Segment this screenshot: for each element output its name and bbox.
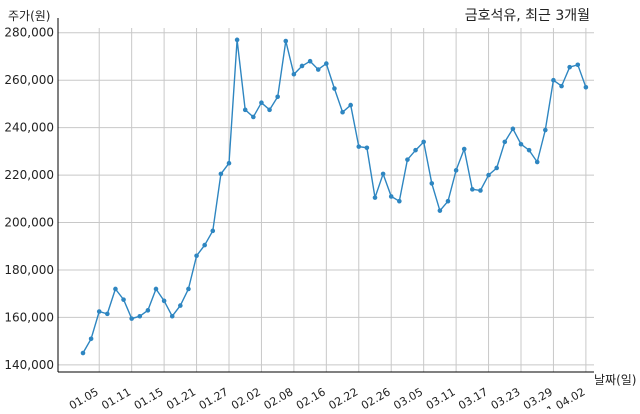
data-point	[251, 114, 256, 120]
data-point	[421, 139, 426, 145]
data-point	[356, 144, 362, 149]
data-point	[218, 171, 224, 177]
data-point	[210, 228, 216, 234]
data-point	[583, 85, 589, 90]
data-point	[453, 168, 459, 173]
data-point	[478, 188, 483, 193]
x-tick-label: 02.26	[359, 385, 393, 409]
data-point	[405, 157, 410, 162]
data-point	[105, 311, 110, 317]
x-tick-label: 02.16	[294, 385, 328, 409]
x-tick-label: 02.22	[326, 385, 360, 409]
y-tick-label: 200,000	[4, 216, 54, 230]
data-point	[494, 165, 499, 171]
data-point	[502, 139, 508, 145]
data-point	[364, 145, 370, 151]
data-point	[186, 286, 191, 292]
data-point	[226, 160, 232, 166]
data-point	[202, 242, 207, 248]
y-tick-label: 240,000	[4, 121, 54, 135]
data-point	[526, 147, 532, 153]
data-point	[372, 195, 378, 200]
grid-layer	[58, 28, 594, 372]
data-point	[153, 286, 159, 292]
data-point	[534, 159, 540, 165]
data-point	[510, 126, 516, 132]
y-tick-label: 140,000	[4, 358, 54, 372]
data-point	[169, 313, 175, 319]
data-point	[315, 67, 321, 72]
data-point	[129, 316, 134, 321]
data-point	[470, 187, 475, 192]
y-tick-label: 260,000	[4, 73, 54, 87]
data-point	[575, 62, 581, 68]
x-tick-label: 01.15	[132, 385, 166, 409]
data-point	[88, 336, 94, 342]
chart-title: 금호석유, 최근 3개월	[465, 8, 590, 24]
data-point	[137, 313, 143, 319]
data-point	[388, 194, 394, 199]
data-point	[259, 100, 264, 106]
data-point	[267, 107, 272, 113]
data-point	[283, 38, 289, 44]
data-point	[234, 37, 240, 43]
data-point	[340, 109, 345, 115]
x-tick-label: 01.11	[99, 385, 133, 409]
y-tick-label: 280,000	[4, 26, 54, 40]
data-point	[178, 303, 183, 308]
data-point	[113, 286, 118, 292]
x-tick-label: 01.21	[164, 385, 198, 409]
data-point	[161, 298, 167, 304]
x-tick-label: 03.17	[456, 385, 490, 409]
data-point	[96, 309, 102, 314]
data-point	[559, 83, 564, 89]
data-point	[194, 253, 199, 259]
data-point	[380, 171, 386, 177]
y-tick-label: 180,000	[4, 263, 54, 277]
x-tick-label: 02.08	[262, 385, 296, 409]
data-point	[324, 61, 329, 66]
y-tick-label: 220,000	[4, 168, 54, 182]
data-point	[445, 198, 451, 204]
data-point	[145, 308, 151, 313]
x-tick-label: 03.23	[489, 385, 523, 409]
data-point	[461, 146, 467, 152]
y-tick-label: 160,000	[4, 310, 54, 324]
data-point	[291, 71, 297, 77]
data-point	[242, 107, 248, 113]
data-point	[413, 147, 418, 153]
data-point	[567, 64, 572, 70]
data-point	[307, 58, 313, 64]
data-point	[486, 172, 491, 178]
data-point	[518, 141, 524, 147]
data-point	[332, 86, 337, 91]
data-point	[551, 77, 556, 83]
x-tick-label: 01.27	[197, 385, 231, 409]
data-point	[437, 208, 443, 213]
data-point	[348, 102, 353, 108]
axis-layer: 140,000 160,000 180,000 200,000 220,000 240,0…	[4, 18, 594, 414]
x-tick-label: 03.05	[391, 385, 425, 409]
y-axis-label: 주가(원)	[8, 9, 50, 23]
x-tick-label: 01.05	[67, 385, 101, 409]
data-point	[299, 63, 305, 69]
data-point	[397, 198, 402, 204]
data-point	[429, 181, 435, 186]
data-point	[121, 297, 126, 302]
x-tick-label: 02.02	[229, 385, 263, 409]
data-point	[543, 127, 548, 133]
data-point	[80, 350, 86, 356]
series-layer	[80, 37, 589, 356]
x-axis-label: 날짜(일)	[594, 373, 636, 387]
x-tick-label: 03.11	[424, 385, 458, 409]
data-point	[275, 94, 280, 100]
